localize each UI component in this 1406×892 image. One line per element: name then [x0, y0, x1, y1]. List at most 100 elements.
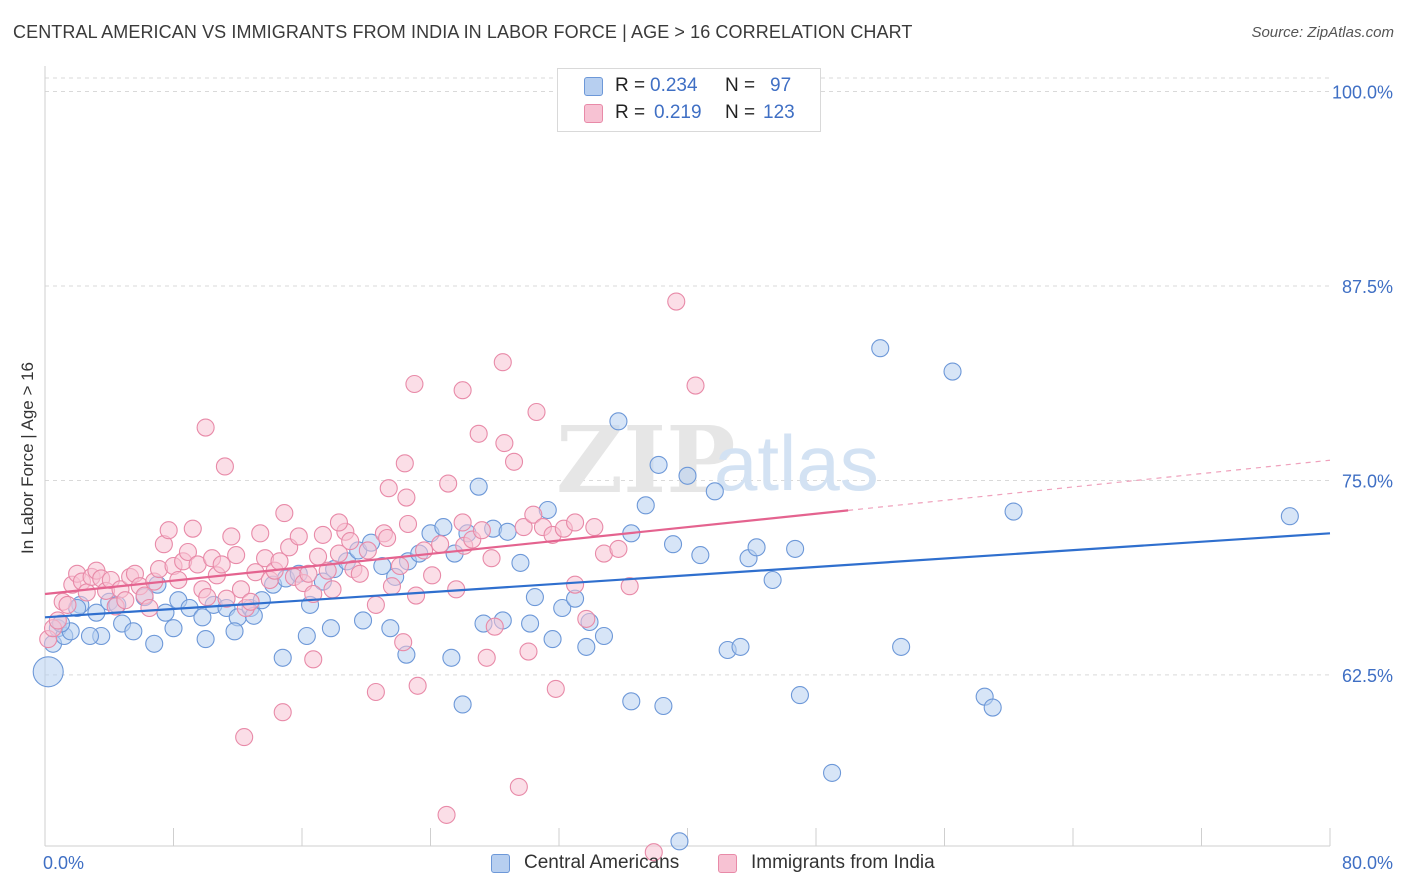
- point-india-immigrant: [366, 682, 385, 702]
- point-india-immigrant: [546, 679, 565, 698]
- point-central-american: [636, 496, 655, 515]
- point-india-immigrant: [439, 474, 458, 493]
- point-central-american: [321, 619, 340, 638]
- point-india-immigrant: [251, 524, 270, 543]
- point-central-american: [577, 637, 596, 656]
- point-india-immigrant: [398, 514, 418, 534]
- point-india-immigrant: [323, 580, 342, 599]
- point-india-immigrant: [644, 843, 663, 862]
- point-india-immigrant: [341, 532, 360, 551]
- watermark-zip: ZIP: [556, 406, 735, 514]
- point-central-american: [553, 598, 572, 618]
- point-central-american: [786, 539, 805, 558]
- x-tick-min: 0.0%: [43, 853, 85, 873]
- point-india-immigrant: [514, 518, 533, 537]
- point-central-american: [145, 634, 164, 653]
- point-india-immigrant: [275, 504, 294, 523]
- point-india-immigrant: [212, 555, 231, 574]
- point-india-immigrant: [686, 376, 705, 395]
- point-central-american: [943, 362, 962, 381]
- point-india-immigrant: [304, 650, 323, 669]
- point-india-immigrant: [196, 418, 215, 437]
- point-india-immigrant: [577, 609, 596, 628]
- point-central-american: [790, 686, 809, 705]
- legend-n-label: N =: [725, 102, 756, 123]
- data-points: [32, 292, 1299, 862]
- point-india-immigrant: [350, 564, 369, 583]
- bottom-legend-swatch-blue: [491, 854, 510, 873]
- point-central-american: [156, 603, 175, 622]
- legend-r-label: R =: [615, 75, 646, 96]
- axes: [44, 66, 1331, 847]
- point-india-immigrant: [477, 648, 496, 667]
- point-india-immigrant: [415, 541, 434, 560]
- point-central-american: [273, 648, 292, 667]
- point-india-immigrant: [509, 777, 528, 796]
- point-india-immigrant: [667, 292, 686, 311]
- point-india-immigrant: [620, 577, 639, 596]
- point-central-american: [297, 626, 316, 646]
- y-tick-label: 75.0%: [1342, 471, 1393, 491]
- point-india-immigrant: [469, 424, 488, 443]
- point-central-american: [609, 412, 628, 431]
- point-india-immigrant: [524, 505, 543, 524]
- point-central-american: [649, 455, 668, 474]
- point-india-immigrant: [304, 584, 323, 604]
- point-india-immigrant: [609, 539, 628, 558]
- point-india-immigrant: [585, 518, 604, 537]
- point-central-american: [622, 692, 641, 711]
- bottom-legend-label: Immigrants from India: [751, 852, 935, 873]
- point-india-immigrant: [116, 591, 135, 610]
- point-india-immigrant: [453, 513, 472, 532]
- legend-swatch-blue: [584, 77, 603, 96]
- point-india-immigrant: [378, 528, 397, 548]
- trend-line-extension: [848, 459, 1331, 511]
- point-central-american: [892, 637, 911, 656]
- point-central-american: [80, 626, 100, 646]
- point-india-immigrant: [58, 595, 77, 614]
- y-tick-label: 62.5%: [1342, 666, 1393, 686]
- point-india-immigrant: [273, 703, 292, 722]
- point-india-immigrant: [485, 617, 504, 636]
- point-india-immigrant: [406, 586, 426, 605]
- point-central-american: [511, 553, 530, 572]
- point-india-immigrant: [405, 374, 424, 394]
- point-india-immigrant: [379, 479, 398, 498]
- point-india-immigrant: [504, 452, 524, 471]
- point-central-american: [442, 648, 461, 667]
- point-india-immigrant: [495, 434, 514, 453]
- point-central-american: [373, 556, 392, 576]
- point-central-american: [525, 588, 544, 607]
- point-india-immigrant: [358, 541, 377, 560]
- point-india-immigrant: [472, 521, 491, 540]
- legend-swatch-pink: [584, 104, 603, 123]
- point-india-immigrant: [423, 566, 442, 585]
- legend-r-value: 0.219: [654, 102, 702, 123]
- y-tick-label: 100.0%: [1332, 83, 1393, 103]
- point-india-immigrant: [453, 381, 472, 400]
- trend-lines: [44, 459, 1331, 619]
- point-central-american: [823, 763, 842, 782]
- point-india-immigrant: [215, 457, 234, 476]
- point-central-american: [193, 608, 212, 627]
- point-india-immigrant: [390, 556, 410, 576]
- point-central-american: [670, 832, 689, 851]
- legend-r-label: R =: [615, 102, 646, 123]
- point-india-immigrant: [231, 580, 251, 599]
- trend-line: [44, 509, 849, 596]
- point-central-american: [353, 611, 373, 630]
- point-central-american: [521, 614, 540, 633]
- point-central-american: [469, 477, 488, 496]
- y-tick-label: 87.5%: [1342, 277, 1393, 297]
- point-india-immigrant: [235, 728, 254, 747]
- legend: R = 0.234 N = 97 R = 0.219 N = 123: [557, 68, 821, 132]
- point-india-immigrant: [519, 642, 538, 661]
- point-india-immigrant: [329, 544, 348, 563]
- legend-n-value: 123: [763, 102, 795, 123]
- point-india-immigrant: [366, 595, 385, 614]
- source-label: Source: ZipAtlas.com: [1251, 24, 1394, 41]
- point-india-immigrant: [241, 592, 260, 611]
- point-central-american: [731, 637, 750, 656]
- point-india-immigrant: [527, 402, 546, 422]
- point-central-american: [381, 619, 400, 638]
